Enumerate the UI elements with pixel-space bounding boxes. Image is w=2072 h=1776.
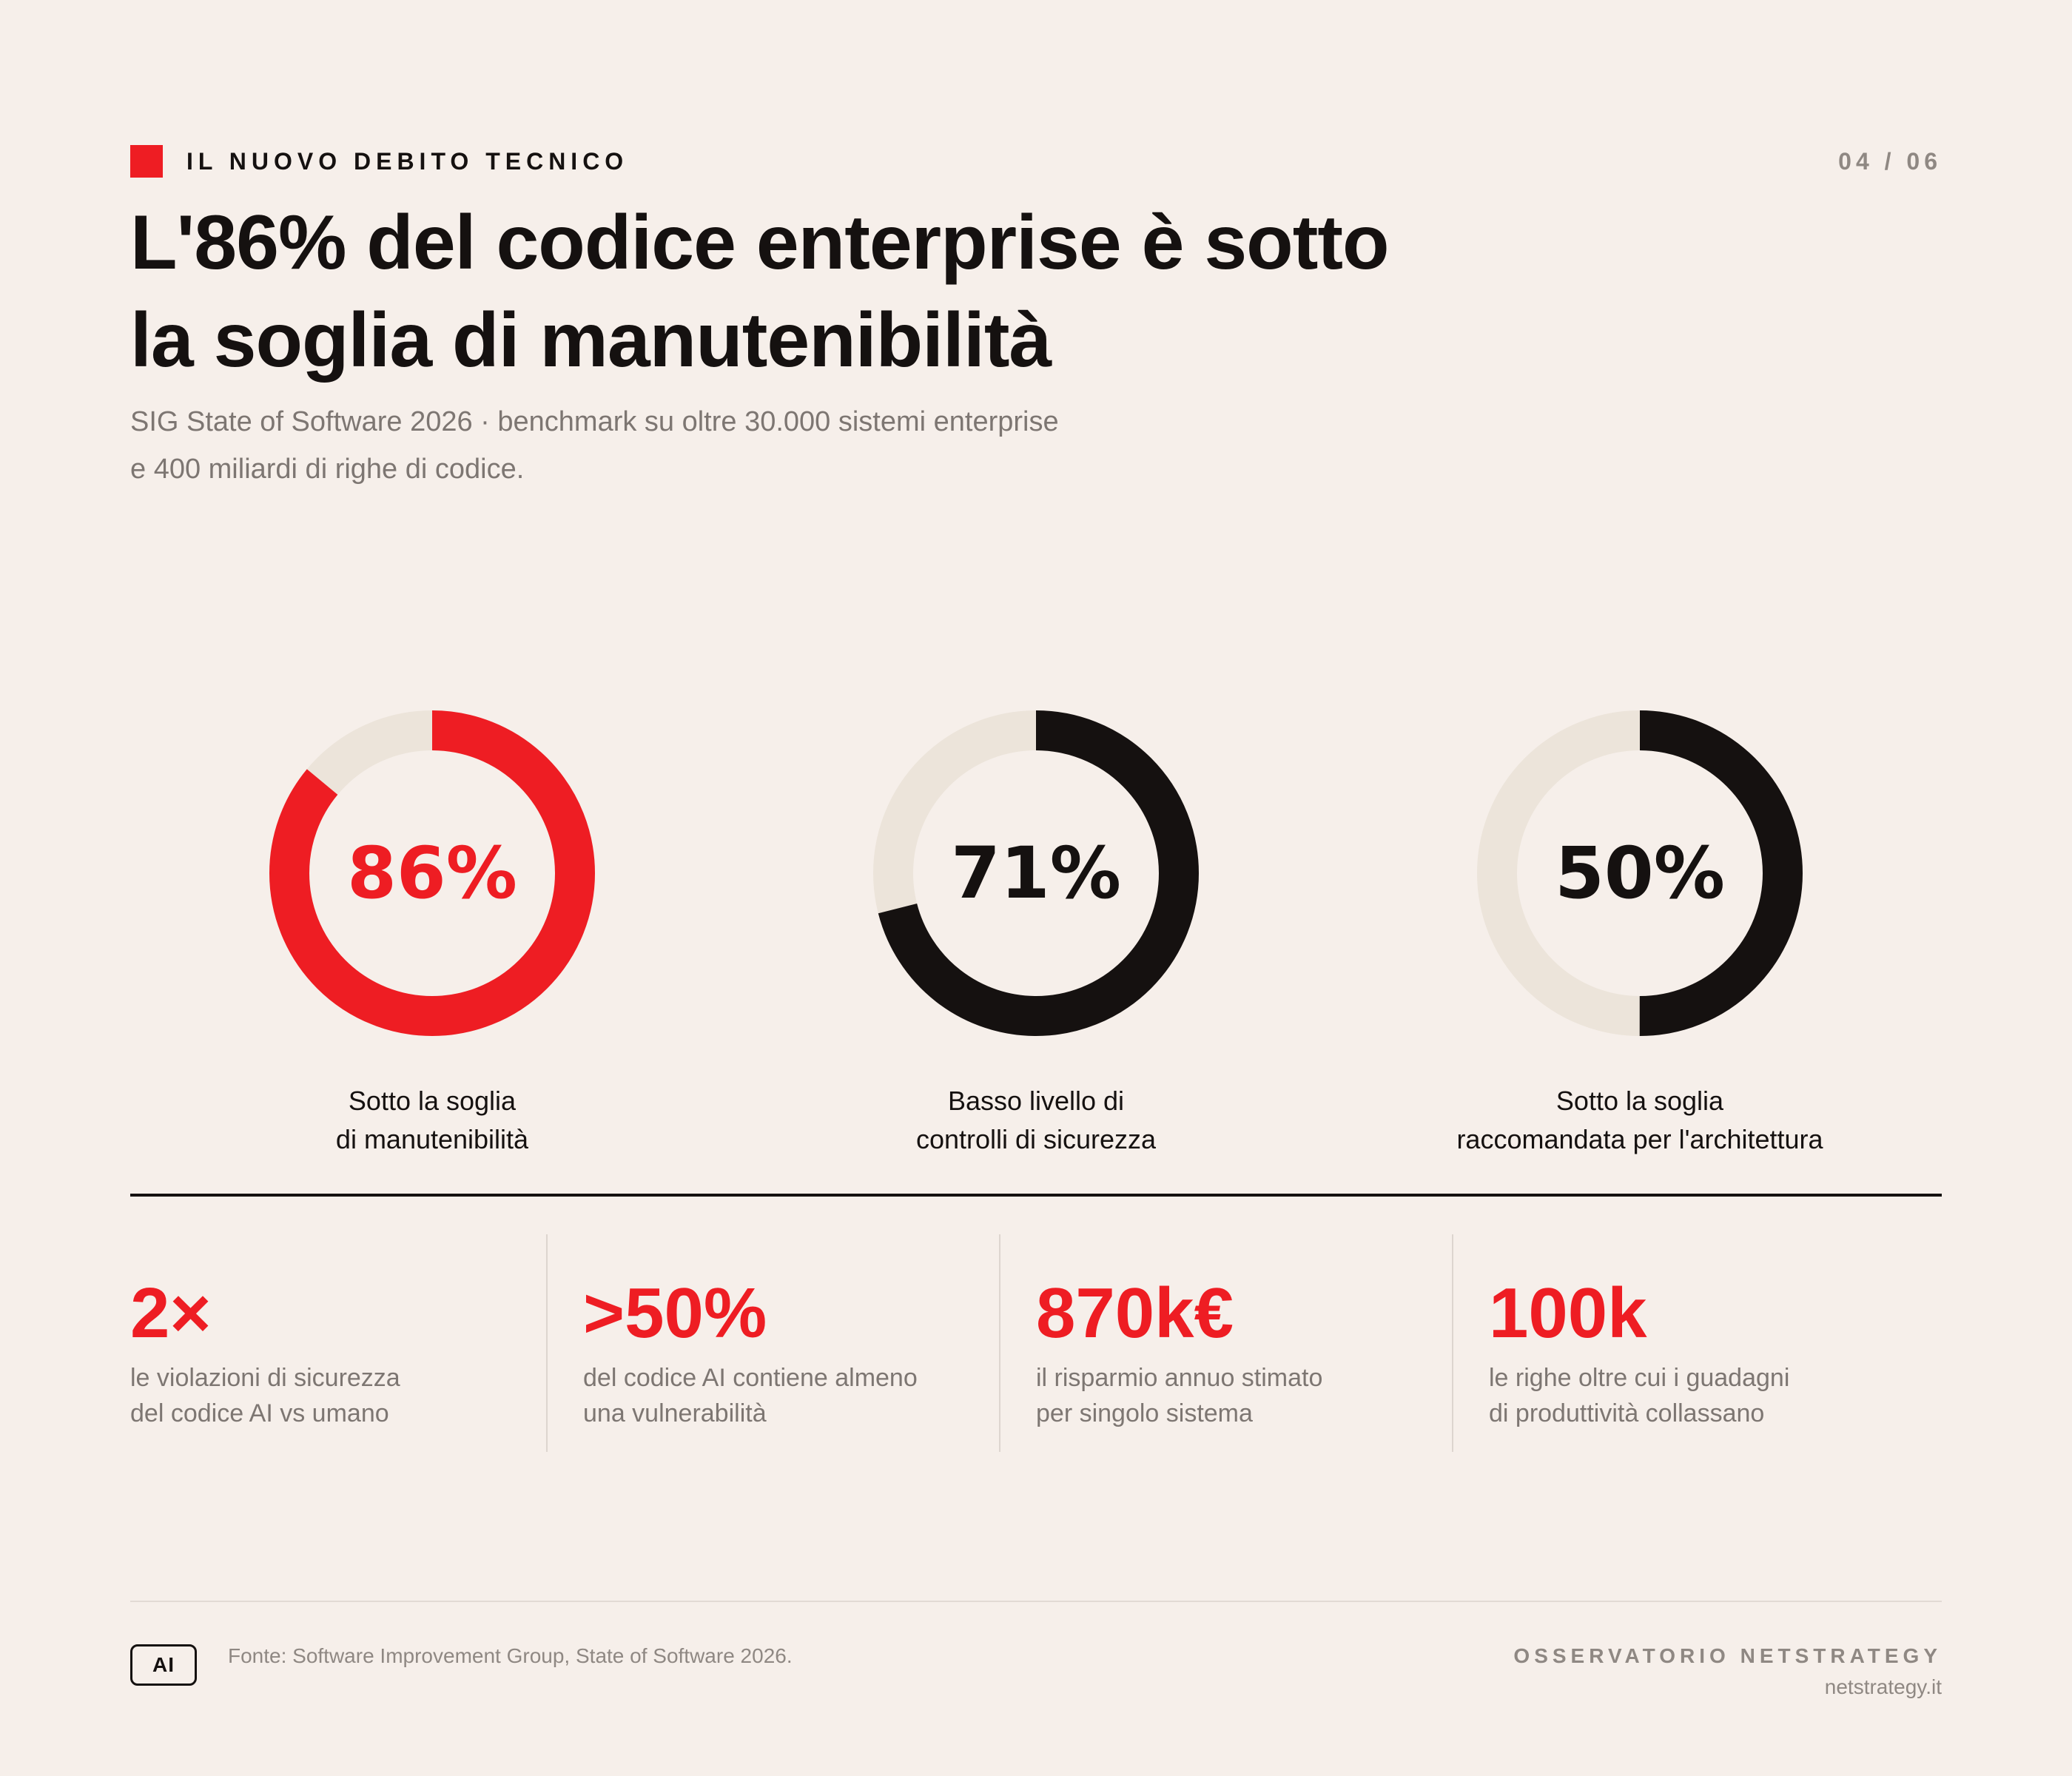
kpi-separator <box>1452 1234 1453 1452</box>
section-divider <box>130 1194 1942 1197</box>
donut-caption-line: Basso livello di <box>947 1086 1125 1116</box>
subtitle-line-2: e 400 miliardi di righe di codice. <box>130 454 525 485</box>
kpi-separator <box>999 1234 1000 1452</box>
footer-divider <box>130 1601 1942 1602</box>
donut-arc <box>1477 710 1803 1036</box>
kpi-description-line: del codice AI vs umano <box>130 1399 389 1427</box>
donut-caption-line: raccomandata per l'architettura <box>1456 1124 1823 1154</box>
kpi-value: >50% <box>583 1274 767 1353</box>
title-line-1: L'86% del codice enterprise è sotto <box>130 200 1390 286</box>
kpi-description: le violazioni di sicurezza del codice AI… <box>130 1360 400 1431</box>
donut-arc <box>269 710 595 1036</box>
kpi-description-line: il risparmio annuo stimato <box>1036 1364 1323 1392</box>
donut-caption: Basso livello di controlli di sicurezza <box>829 1082 1243 1159</box>
kpi-description-line: per singolo sistema <box>1036 1399 1253 1427</box>
donut-chart-security: 71% Basso livello di controlli di sicure… <box>829 710 1243 1169</box>
donut-caption: Sotto la soglia raccomandata per l'archi… <box>1433 1082 1847 1159</box>
kpi-description-line: una vulnerabilità <box>583 1399 767 1427</box>
kicker-square-icon <box>130 145 163 178</box>
donut-value-label: 71% <box>951 832 1121 915</box>
donut-caption-line: Sotto la soglia <box>1555 1086 1724 1116</box>
donut-caption: Sotto la soglia di manutenibilità <box>225 1082 639 1159</box>
donut-value-label: 86% <box>347 832 517 915</box>
donut-arc <box>873 710 1199 1036</box>
page-subtitle: SIG State of Software 2026 · benchmark s… <box>130 398 1059 493</box>
kpi-description-line: del codice AI contiene almeno <box>583 1364 918 1392</box>
donut-svg: 86% <box>269 710 595 1036</box>
page-number: 04 / 06 <box>1838 148 1942 175</box>
kpi-value: 100k <box>1489 1274 1647 1353</box>
kpi-description: del codice AI contiene almeno una vulner… <box>583 1360 918 1431</box>
donut-caption-line: Sotto la soglia <box>348 1086 517 1116</box>
section-kicker: IL NUOVO DEBITO TECNICO <box>130 145 628 178</box>
donut-caption-line: di manutenibilità <box>335 1124 529 1154</box>
kpi-description-line: di produttività collassano <box>1489 1399 1765 1427</box>
subtitle-line-1: SIG State of Software 2026 · benchmark s… <box>130 406 1059 437</box>
kpi-value: 2× <box>130 1274 212 1353</box>
brand-website: netstrategy.it <box>1824 1675 1942 1698</box>
page-title: L'86% del codice enterprise è sotto la s… <box>130 194 1758 389</box>
kicker-text: IL NUOVO DEBITO TECNICO <box>186 147 629 175</box>
kpi-description: le righe oltre cui i guadagni di produtt… <box>1489 1360 1789 1431</box>
donut-value-label: 50% <box>1555 832 1725 915</box>
kpi-description-line: le violazioni di sicurezza <box>130 1364 400 1392</box>
donut-caption-line: controlli di sicurezza <box>915 1124 1157 1154</box>
source-note: Fonte: Software Improvement Group, State… <box>228 1644 793 1667</box>
kpi-separator <box>546 1234 548 1452</box>
donut-svg: 71% <box>873 710 1199 1036</box>
kpi-value: 870k€ <box>1036 1274 1234 1353</box>
donut-svg: 50% <box>1477 710 1803 1036</box>
brand-name: OSSERVATORIO NETSTRATEGY <box>1513 1644 1942 1667</box>
kpi-description-line: le righe oltre cui i guadagni <box>1489 1364 1790 1392</box>
title-line-2: la soglia di manutenibilità <box>130 297 1052 383</box>
ai-badge: AI <box>130 1644 197 1686</box>
donut-chart-architecture: 50% Sotto la soglia raccomandata per l'a… <box>1433 710 1847 1169</box>
donut-chart-maintainability: 86% Sotto la soglia di manutenibilità <box>225 710 639 1169</box>
kpi-description: il risparmio annuo stimato per singolo s… <box>1036 1360 1322 1431</box>
